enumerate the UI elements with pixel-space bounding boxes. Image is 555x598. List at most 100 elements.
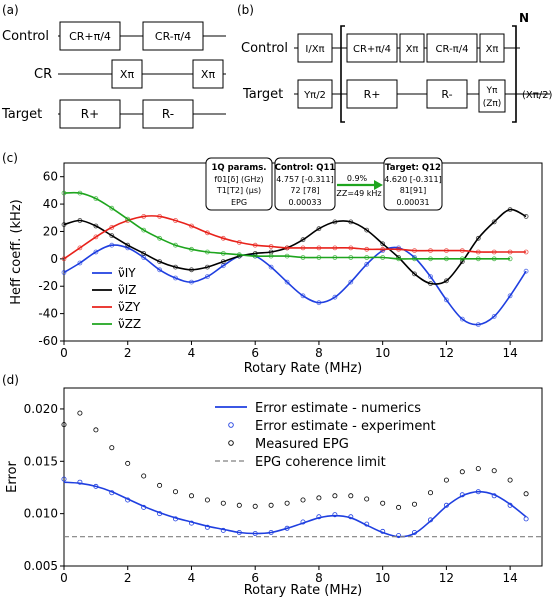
panel-b-bracket-right [512, 25, 517, 123]
series-1-point [284, 525, 290, 531]
series-1-point [141, 250, 147, 256]
series-2-point [507, 477, 513, 483]
y-tick-label: -40 [38, 307, 58, 321]
series-1-point [188, 520, 194, 526]
series-3-point [93, 196, 99, 202]
series-1-point [125, 242, 131, 248]
panel-c-series [61, 190, 529, 328]
series-2-line [63, 215, 527, 260]
panel-b-bracket-left [340, 25, 345, 123]
series-0-point [93, 249, 99, 255]
params-box-frame [205, 157, 273, 211]
series-2-point [61, 422, 67, 428]
series-2-point [411, 501, 417, 507]
series-1-point [109, 490, 115, 496]
series-1-point [459, 492, 465, 498]
panel-a-gate-x1-label: Xπ [120, 68, 135, 81]
params-box-line3: EPG [231, 198, 247, 207]
series-2-point [348, 493, 354, 499]
series-2-point [396, 504, 402, 510]
series-1-point [507, 502, 513, 508]
y-tick-label: 0.010 [24, 507, 58, 521]
series-1-point [491, 493, 497, 499]
legend-label-3: EPG coherence limit [255, 455, 386, 470]
panel-d-chart: (d) 0 2 4 6 8 10 12 14 0.005 0.010 0.015 0.020 Rota… [2, 373, 543, 598]
x-tick-label: 6 [251, 346, 259, 360]
panel-d-ticks: 0 2 4 6 8 10 12 14 0.005 0.010 0.015 0.020 [24, 402, 518, 585]
panel-b-row-control: Control [241, 41, 288, 56]
x-tick-label: 12 [439, 571, 454, 585]
series-2-point [93, 234, 99, 240]
coupling-arrow-top-label: 0.9% [347, 174, 368, 183]
panel-a-gate-cr-minus-label: CR-π/4 [155, 30, 191, 43]
series-1-point [268, 530, 274, 536]
series-2-point [77, 410, 83, 416]
series-2-point [141, 473, 147, 479]
legend-label-3: ν̃ZZ [118, 317, 141, 331]
series-1-point [443, 502, 449, 508]
series-1-point [172, 516, 178, 522]
panel-b-gate-r-minus [426, 79, 468, 109]
series-2-point [459, 469, 465, 475]
target-box-line1: 4.620 [-0.311] [384, 175, 441, 184]
series-3-point [141, 227, 147, 233]
y-tick-label: -60 [38, 334, 58, 348]
series-0-point [428, 274, 433, 280]
params-box-line2: T1[T2] (μs) [216, 186, 261, 195]
panel-a-row-cr: CR [34, 67, 52, 82]
panel-c-ticks: 0 2 4 6 8 10 12 14 -60 -40 -20 0 20 40 60 [38, 170, 517, 360]
series-0-point [61, 270, 67, 275]
series-1-point [412, 271, 417, 277]
series-2-point [427, 490, 433, 496]
series-1-point [77, 479, 83, 485]
panel-b-gate-r-minus-label: R- [441, 88, 452, 101]
series-0-point [459, 316, 465, 322]
panel-a-gate-x1 [111, 59, 143, 89]
series-0-point [157, 267, 163, 273]
panel-b-gate-y-pi [478, 79, 506, 113]
series-1-point [411, 530, 417, 536]
panel-b-gate-final-label: (Xπ/2) [522, 90, 553, 101]
x-tick-label: 4 [188, 571, 196, 585]
series-2-point [443, 477, 449, 483]
series-2-point [204, 497, 210, 503]
series-1-point [125, 497, 131, 503]
series-1-point [475, 235, 481, 241]
panel-c-ylabel: Heff coeff. (kHz) [9, 199, 24, 304]
params-box-title: 1Q params. [212, 163, 267, 173]
series-1-point [523, 213, 529, 219]
panel-c-target-box: Target: Q12 4.620 [-0.311] 81[91] 0.0003… [383, 157, 443, 211]
series-0-point [348, 279, 354, 285]
panel-a-gate-r-minus-label: R- [162, 107, 174, 121]
series-0-point [268, 264, 274, 270]
y-tick-label: 0.005 [24, 559, 58, 573]
series-0-point [300, 293, 306, 299]
panel-a-row-control: Control [2, 29, 49, 44]
series-1-point [491, 219, 497, 225]
panel-b-circuit: (b) Control Target I/Xπ Yπ/2 N CR+π/4 Xπ… [237, 3, 553, 123]
series-3-point [125, 216, 131, 222]
series-2-point [316, 495, 322, 501]
panel-b-gate-tgt-init-label: Yπ/2 [303, 90, 326, 101]
series-3-point [109, 205, 115, 211]
series-1-point [300, 237, 306, 243]
series-2-point [491, 468, 497, 474]
panel-a-gate-r-plus-label: R+ [81, 107, 99, 121]
panel-b-gate-r-plus [346, 79, 398, 109]
panel-b-gate-cr-plus-label: CR+π/4 [353, 44, 391, 55]
panel-a-label: (a) [2, 3, 19, 17]
y-tick-label: 60 [43, 170, 58, 184]
series-1-point [157, 511, 163, 517]
panel-b-gate-x1-label: Xπ [406, 44, 419, 55]
series-2-point [157, 482, 163, 488]
series-2-point [268, 502, 274, 508]
series-1-point [475, 489, 481, 495]
panel-d-legend: Error estimate - numerics Error estimate … [215, 401, 436, 470]
panel-a-gate-r-plus [59, 99, 121, 129]
y-tick-label: 20 [43, 224, 58, 238]
y-tick-label: 0.020 [24, 402, 58, 416]
control-box-frame [274, 157, 336, 211]
panel-b-gate-tgt-init [297, 79, 333, 109]
series-0-point [507, 293, 513, 299]
